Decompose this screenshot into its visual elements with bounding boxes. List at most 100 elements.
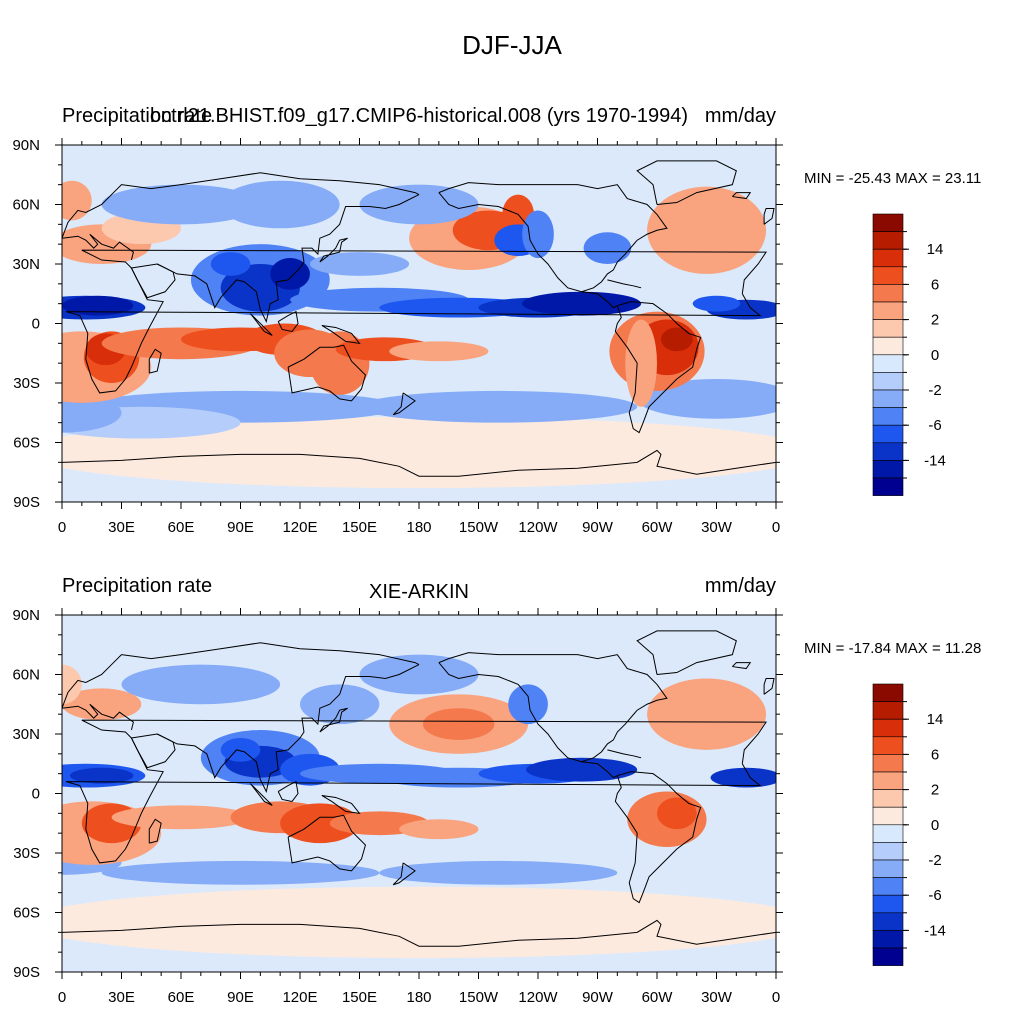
colorbar: 14 6 2 0 -2 -6 -14 [872,213,946,496]
x-tick-label: 0 [772,989,780,1005]
coastline [763,677,775,695]
y-tick-label: 90N [12,137,40,154]
x-tick-label: 180 [406,519,431,535]
colorbar-swatch [872,842,904,861]
precip-anomaly-region [121,664,281,705]
coastline [321,794,361,815]
colorbar-swatch [872,354,904,373]
colorbar-swatch [872,947,904,966]
colorbar-swatch [872,284,904,303]
colorbar-tick-label: -14 [924,452,946,469]
precip-anomaly-region [101,184,261,225]
colorbar-swatch [872,424,904,444]
colorbar-swatch [872,301,904,320]
coastline [581,761,618,779]
precip-anomaly-region [583,232,632,264]
x-tick-label: 60E [168,519,195,535]
precip-anomaly-region [637,379,776,419]
coastline [438,182,668,293]
map-plot-area: 0 30E 60E 90E 120E 150E 180 150W 120W 90W 60W 30W 0 … [12,137,783,535]
coastline [65,719,768,864]
colorbar-tick-label: 2 [931,782,939,799]
map-panel-observations: Precipitation rate XIE-ARKIN mm/day 0 30E… [12,575,981,1005]
x-tick-label: 150W [459,519,499,535]
x-tick-label: 90E [227,519,254,535]
colorbar-tick-label: -2 [928,852,941,869]
coastline [62,642,420,709]
colorbar-swatch [872,930,904,949]
precip-anomaly-region [522,210,554,259]
y-tick-label: 90N [12,607,40,624]
colorbar-swatch [872,460,904,479]
colorbar-swatch [872,213,904,232]
x-tick-label: 30W [701,519,733,535]
coastline [287,814,367,872]
precip-anomaly-region [389,341,489,362]
precip-anomaly-region [300,684,380,725]
coastline [636,160,737,205]
panel-right-title: mm/day [705,575,776,597]
colorbar-swatch [872,248,904,268]
x-tick-label: 120W [518,989,558,1005]
colorbar-tick-label: -6 [928,417,941,434]
colorbar-swatch [872,789,904,808]
coastline [62,449,776,477]
coastline [62,919,776,947]
precip-anomaly-region [62,295,134,316]
colorbar-tick-label: 14 [927,711,944,728]
colorbar-swatch [872,372,904,391]
colorbar-tick-label: 0 [931,817,939,834]
precip-anomaly-region [422,708,495,740]
colorbar: 14 6 2 0 -2 -6 -14 [872,683,946,966]
x-axis-ticks: 0 30E 60E 90E 120E 150E 180 150W 120W 90W 60W 30W 0 [58,608,780,1005]
x-tick-label: 0 [58,989,66,1005]
precip-anomaly-region [657,797,697,830]
colorbar-tick-label: 2 [931,312,939,329]
coastlines [62,160,776,477]
precip-anomaly-region [692,295,741,312]
coastline [277,310,299,332]
colorbar-tick-label: -2 [928,382,941,399]
panel-left-title: Precipitation rate [62,575,212,597]
y-axis-ticks: 90N 60N 30N 0 30S 60S 90S [12,137,783,511]
precip-anomaly-region [660,327,693,352]
coastline [607,749,642,759]
precip-anomaly-region [62,886,776,959]
colorbar-swatch [872,701,904,720]
colorbar-tick-label: 14 [927,241,944,258]
x-tick-label: 60W [642,989,674,1005]
x-tick-label: 120E [282,989,317,1005]
precip-anomaly-region [625,319,658,407]
colorbar-tick-label: -6 [928,887,941,904]
coastline [614,301,702,434]
x-tick-label: 150W [459,989,499,1005]
precip-anomaly-region [710,767,776,788]
coastline [392,392,416,416]
colorbar-swatch [872,266,904,285]
y-tick-label: 30S [13,845,40,862]
x-tick-label: 150E [342,519,377,535]
colorbar-swatch [872,736,904,755]
y-tick-label: 0 [32,786,40,803]
colorbar-swatch [872,718,904,738]
panel-center-title: XIE-ARKIN [369,581,469,603]
colorbar-swatch [872,442,904,461]
precip-anomaly-region [69,767,134,784]
colorbar-swatch [872,683,904,702]
colorbar-swatch [872,754,904,773]
coastline [763,207,775,225]
x-tick-label: 60E [168,989,195,1005]
panel-left-title: Precipitation rate [62,105,212,127]
coastline [156,664,420,793]
precip-anomaly-region [359,390,638,423]
precip-contours [62,180,776,489]
x-tick-label: 90E [227,989,254,1005]
x-tick-label: 0 [58,519,66,535]
colorbar-swatch [872,894,904,914]
colorbar-swatch [872,389,904,408]
x-tick-label: 30E [108,519,135,535]
precip-anomaly-region [270,258,310,290]
colorbar-swatch [872,859,904,878]
coastline [65,249,768,394]
precip-anomaly-region [62,392,122,433]
